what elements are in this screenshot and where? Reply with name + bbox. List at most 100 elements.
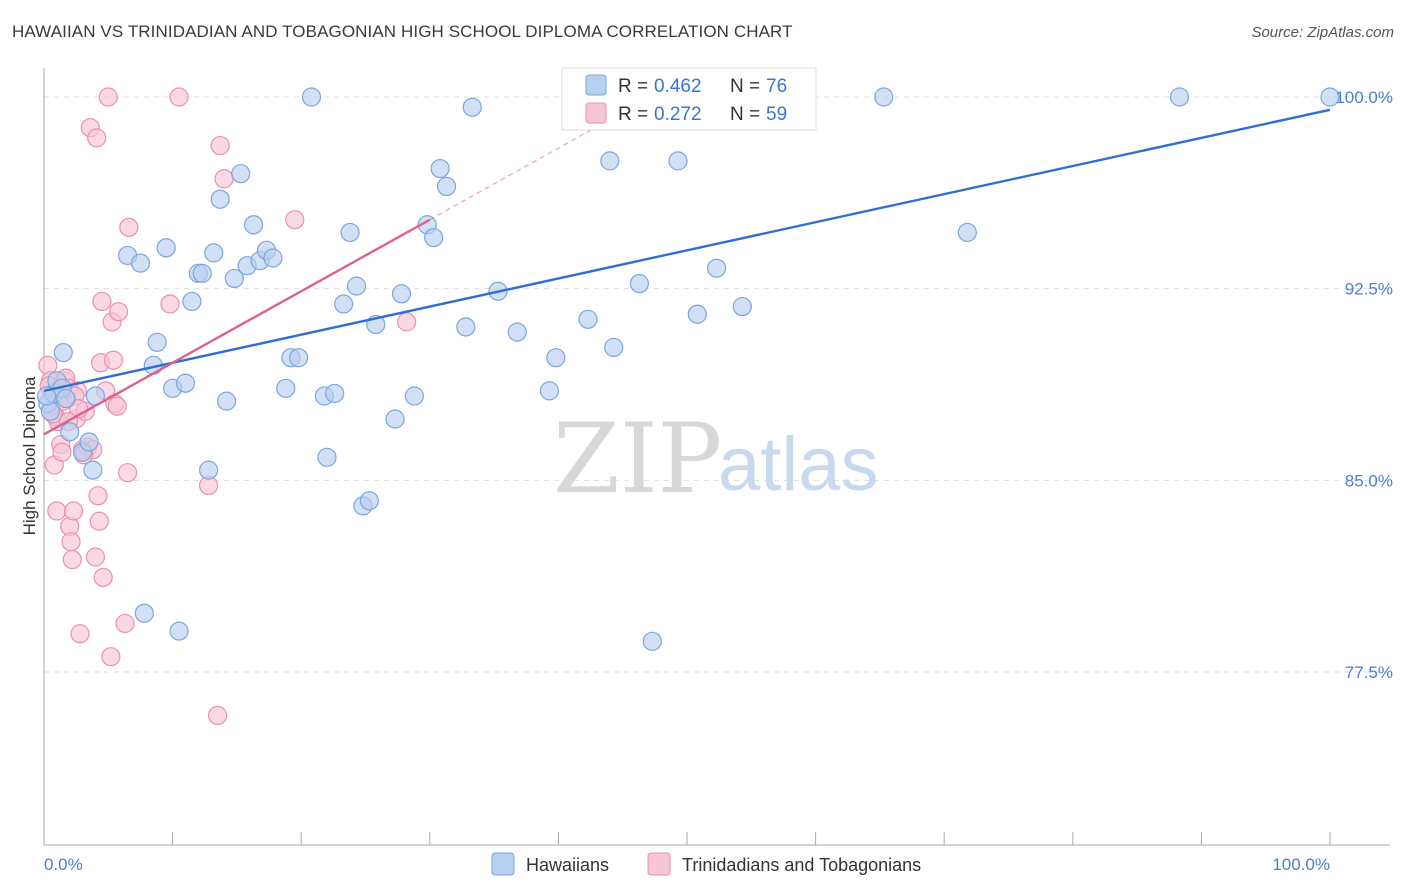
trinidadian-point xyxy=(61,532,81,552)
watermark-atlas: atlas xyxy=(718,422,879,507)
hawaiian-point xyxy=(169,621,189,641)
y-tick-label: 92.5% xyxy=(1345,280,1393,299)
hawaiian-point xyxy=(317,447,337,467)
trinidadian-point xyxy=(119,217,139,237)
trinidadian-point xyxy=(52,442,72,462)
y-tick-label: 85.0% xyxy=(1345,471,1393,490)
hawaiian-point xyxy=(204,243,224,263)
hawaiian-point xyxy=(325,383,345,404)
legend-swatch-pink xyxy=(585,102,607,124)
series-legend-hawaiians: Hawaiians xyxy=(526,855,609,875)
legend-r-value-pink: 0.272 xyxy=(654,104,702,125)
legend-r-value-blue: 0.462 xyxy=(654,76,702,97)
y-tick-label: 100.0% xyxy=(1335,88,1393,107)
hawaiian-point xyxy=(130,253,151,273)
hawaiian-point xyxy=(263,248,283,268)
hawaiian-point xyxy=(210,189,230,209)
hawaiian-point xyxy=(957,222,977,243)
hawaiian-point xyxy=(539,381,559,401)
hawaiian-trend-line xyxy=(43,108,1331,393)
hawaiian-point xyxy=(874,87,894,107)
legend-swatch-blue xyxy=(585,74,607,96)
hawaiian-point xyxy=(732,296,752,317)
trinidadian-point xyxy=(92,291,112,312)
hawaiian-point xyxy=(687,304,707,324)
trinidadian-point xyxy=(101,647,121,667)
trinidadian-point xyxy=(397,312,417,332)
hawaiian-point xyxy=(199,460,219,480)
hawaiian-point xyxy=(600,151,620,171)
trinidadian-point xyxy=(160,294,180,314)
hawaiian-point xyxy=(385,409,405,429)
trinidadian-point xyxy=(93,567,113,588)
x-tick-label-min: 0.0% xyxy=(44,855,83,874)
gridlines xyxy=(44,96,1390,673)
hawaiian-point xyxy=(346,276,367,296)
x-axis-ticks xyxy=(43,832,1331,845)
hawaiian-point xyxy=(301,87,322,107)
trinidadian-point xyxy=(47,501,67,521)
hawaiian-point xyxy=(231,164,251,184)
hawaiian-point xyxy=(706,258,727,278)
y-tick-label: 77.5% xyxy=(1345,663,1393,682)
watermark-zip: ZIP xyxy=(553,403,722,515)
trinidadian-point xyxy=(88,486,108,506)
y-tick-labels: 77.5% 85.0% 92.5% 100.0% xyxy=(1335,88,1393,682)
hawaiian-point xyxy=(244,215,264,235)
hawaiian-point xyxy=(578,309,598,329)
trinidadian-point xyxy=(87,128,107,148)
y-axis-label: High School Diploma xyxy=(20,376,39,535)
series-legend-trinidadians: Trinidadians and Tobagonians xyxy=(682,855,921,875)
legend-n-label-pink: N = xyxy=(730,104,760,125)
legend-n-value-blue: 76 xyxy=(766,76,787,97)
hawaiian-point xyxy=(507,322,527,342)
hawaiian-point xyxy=(79,432,99,452)
hawaiian-point xyxy=(668,151,688,171)
hawaiian-point xyxy=(175,373,196,393)
legend-n-label-blue: N = xyxy=(730,76,760,97)
trinidadian-point xyxy=(103,350,124,370)
trinidadian-point xyxy=(70,624,90,644)
legend-r-label-pink: R = xyxy=(618,104,648,125)
trinidadian-point xyxy=(89,511,109,531)
hawaiian-point xyxy=(53,342,73,363)
trinidadian-point xyxy=(85,547,106,567)
series-legend: Hawaiians Trinidadians and Tobagonians xyxy=(491,852,921,876)
trinidadian-point xyxy=(107,396,127,416)
series-legend-swatch-hawaiians xyxy=(491,852,515,876)
hawaiian-point xyxy=(156,238,176,258)
hawaiian-point xyxy=(436,176,457,197)
hawaiian-point xyxy=(192,263,212,283)
trinidadian-point xyxy=(63,501,84,521)
trinidadian-point xyxy=(210,135,230,156)
hawaiian-point xyxy=(462,97,482,117)
legend-r-label-blue: R = xyxy=(618,76,648,97)
hawaiian-point xyxy=(182,291,202,312)
hawaiian-point xyxy=(56,388,76,409)
series-hawaiian-points xyxy=(36,87,1340,651)
hawaiian-point xyxy=(430,158,450,179)
series-legend-swatch-trinidadians xyxy=(647,852,671,876)
hawaiian-point xyxy=(1320,87,1340,107)
hawaiian-point xyxy=(36,386,57,406)
trinidadian-point xyxy=(115,613,135,634)
hawaiian-point xyxy=(224,268,244,289)
hawaiian-point xyxy=(391,284,412,304)
hawaiian-point xyxy=(456,317,476,337)
trinidadian-trend-line xyxy=(43,218,431,436)
hawaiian-point xyxy=(60,422,80,442)
hawaiian-point xyxy=(134,603,154,623)
hawaiian-point xyxy=(83,460,103,480)
source-credit: Source: ZipAtlas.com xyxy=(1251,24,1394,41)
chart-title: HAWAIIAN VS TRINIDADIAN AND TOBAGONIAN H… xyxy=(12,22,793,41)
hawaiian-point xyxy=(276,378,296,398)
hawaiian-point xyxy=(629,273,650,294)
hawaiian-point xyxy=(359,491,379,511)
hawaiian-point xyxy=(642,631,662,651)
trinidadian-point xyxy=(285,210,305,230)
x-tick-label-max: 100.0% xyxy=(1272,855,1330,874)
trinidadian-point xyxy=(214,169,234,189)
hawaiian-point xyxy=(404,386,424,406)
hawaiian-point xyxy=(217,391,237,411)
